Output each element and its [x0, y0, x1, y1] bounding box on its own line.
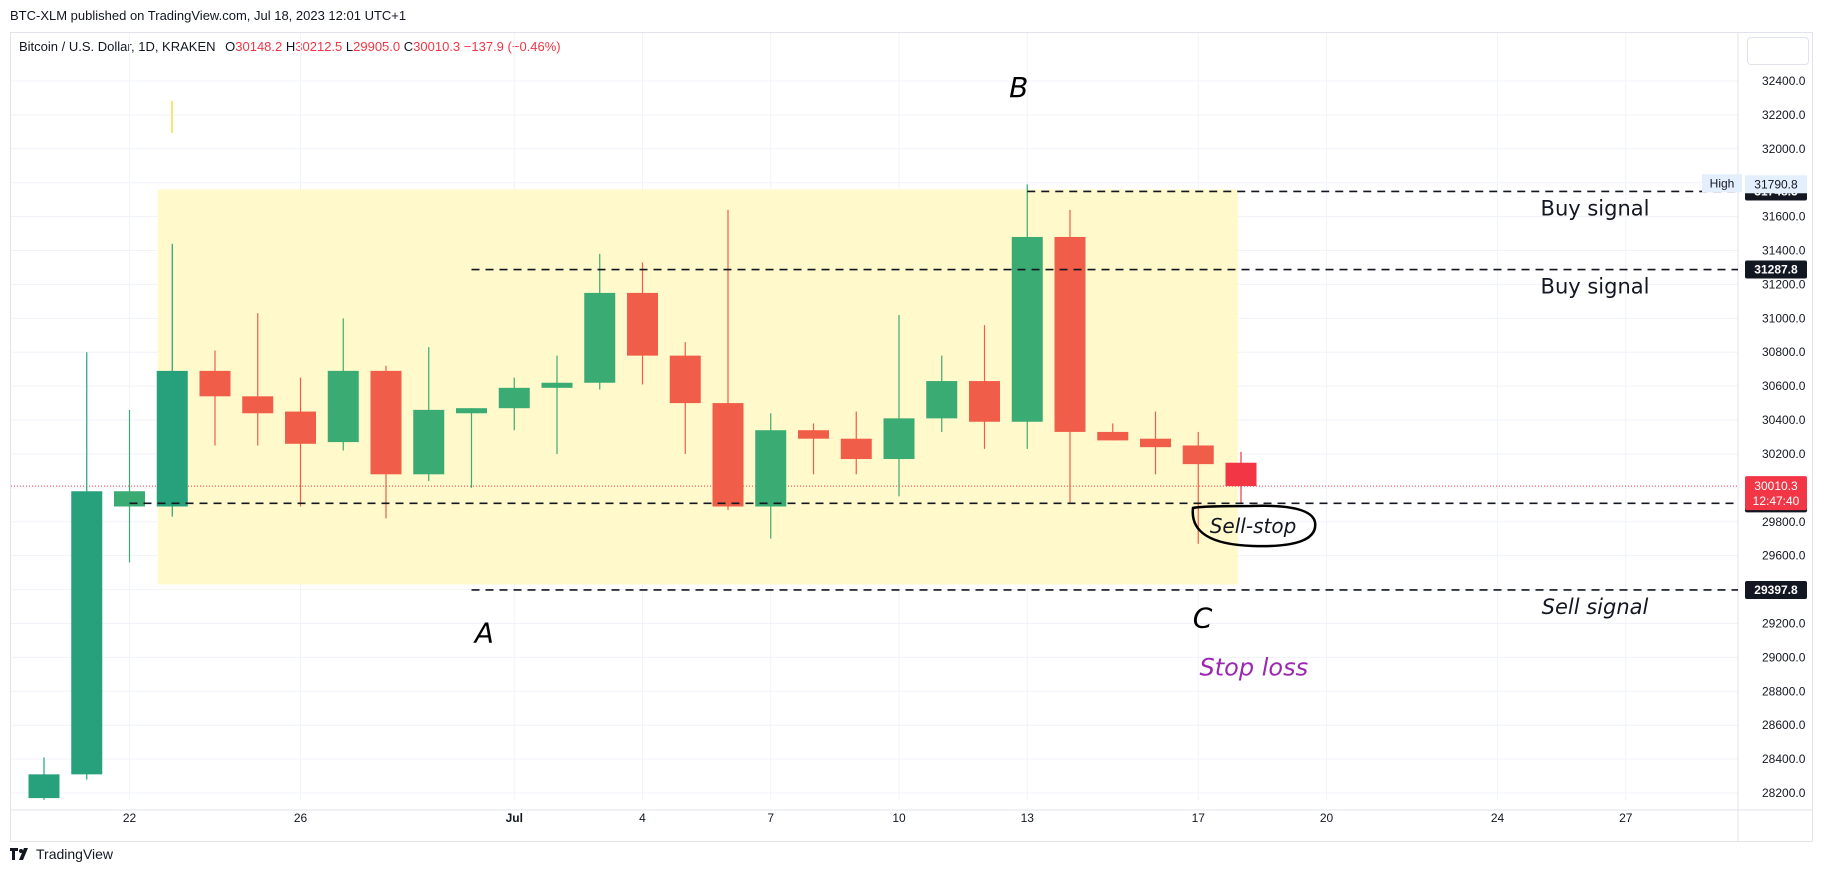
candle-body	[199, 370, 231, 397]
x-tick-label: 20	[1320, 811, 1334, 825]
annotation-label: C	[1193, 601, 1213, 634]
candle-body	[71, 491, 103, 775]
x-tick-label: 13	[1021, 811, 1035, 825]
y-tick-label: 29000.0	[1762, 650, 1806, 664]
candle-body	[456, 408, 487, 414]
last-price-tag	[1745, 476, 1807, 511]
signal-label: Buy signal	[1541, 196, 1650, 220]
annotation-label: A	[473, 617, 494, 650]
annotation-label: Sell-stop	[1210, 514, 1297, 538]
y-tick-label: 28600.0	[1762, 718, 1806, 732]
y-tick-label: 28400.0	[1762, 752, 1806, 766]
level-price-tag	[1745, 260, 1807, 279]
open-label: O	[225, 39, 236, 54]
candle-body	[1140, 438, 1171, 448]
close-value: 30010.3	[413, 39, 461, 54]
x-tick-label: 22	[123, 811, 137, 825]
level-price-tag	[1745, 580, 1807, 599]
y-tick-label: 29600.0	[1762, 549, 1806, 563]
candle-body	[1097, 431, 1129, 441]
high-value-label: 31790.8	[1754, 177, 1798, 191]
candlestick-chart[interactable]: 28200.0 28400.0 28600.0 28800.0 29000.0 29200…	[0, 0, 1824, 842]
candle-body	[627, 292, 658, 356]
last-price-value: 30010.3	[1754, 479, 1798, 493]
candle-body	[114, 491, 145, 507]
candle-body	[370, 370, 402, 475]
high-value: 30212.5	[295, 39, 343, 54]
y-tick-label: 30200.0	[1762, 447, 1806, 461]
symbol-name: Bitcoin / U.S. Dollar, 1D, KRAKEN	[19, 39, 216, 54]
candle-body	[1054, 236, 1086, 432]
high-value-bg	[1745, 175, 1807, 194]
y-tick-label: 28800.0	[1762, 684, 1806, 698]
publish-caption: BTC-XLM published on TradingView.com, Ju…	[10, 8, 407, 23]
candle-body	[285, 411, 316, 444]
y-tick-label: 31600.0	[1762, 210, 1806, 224]
tradingview-logo-icon	[10, 848, 28, 860]
candle-body	[156, 370, 188, 507]
candle-body	[755, 430, 787, 507]
signal-label: Buy signal	[1541, 275, 1650, 299]
high-tag-label: High	[1710, 176, 1735, 190]
y-tick-label: 32000.0	[1762, 142, 1806, 156]
y-tick-label: 29800.0	[1762, 515, 1806, 529]
y-tick-label: 32200.0	[1762, 108, 1806, 122]
low-value: 29905.0	[353, 39, 401, 54]
y-tick-label: 28200.0	[1762, 786, 1806, 800]
y-tick-label: 32400.0	[1762, 74, 1806, 88]
candle-body	[541, 382, 573, 388]
candle-body	[712, 403, 744, 507]
y-tick-label: 31200.0	[1762, 277, 1806, 291]
level-price-label: 29397.8	[1754, 583, 1798, 597]
candle-body	[1011, 236, 1043, 422]
open-value: 30148.2	[235, 39, 283, 54]
candle-body	[969, 381, 1000, 422]
y-tick-label: 31400.0	[1762, 244, 1806, 258]
candle-body	[840, 438, 872, 460]
candle-body	[883, 418, 915, 460]
countdown-value: 12:47:40	[1753, 494, 1800, 508]
zone-marker	[171, 101, 173, 133]
y-tick-label: 31000.0	[1762, 311, 1806, 325]
annotation-label: Stop loss	[1200, 654, 1309, 682]
chart-settings-button[interactable]	[1747, 37, 1809, 65]
x-tick-label: 17	[1192, 811, 1206, 825]
candle-body	[798, 430, 829, 439]
candles	[28, 184, 1257, 800]
x-tick-label: 4	[639, 811, 646, 825]
brand-label: TradingView	[36, 846, 114, 862]
level-price-label: 31287.8	[1754, 263, 1798, 277]
candle-body	[498, 387, 530, 409]
candle-body	[28, 774, 60, 799]
high-tag-bg	[1702, 174, 1742, 193]
chart-frame	[10, 32, 1813, 842]
candle-body	[926, 381, 958, 419]
y-tick-label: 30400.0	[1762, 413, 1806, 427]
candle-body	[584, 292, 616, 383]
sell-stop-circle	[1191, 504, 1317, 548]
candle-body	[413, 409, 445, 475]
x-tick-label: 7	[767, 811, 774, 825]
close-label: C	[403, 39, 414, 54]
signal-label: Sell signal	[1542, 595, 1649, 619]
high-label: H	[285, 39, 296, 54]
x-tick-label: 27	[1619, 811, 1633, 825]
y-tick-label: 29200.0	[1762, 616, 1806, 630]
x-tick-label: Jul	[506, 811, 523, 825]
annotation-label: B	[1009, 71, 1028, 104]
x-tick-label: 10	[892, 811, 906, 825]
tradingview-footer: TradingView	[10, 843, 113, 865]
candle-body	[1182, 445, 1214, 465]
x-tick-label: 24	[1491, 811, 1505, 825]
y-tick-label: 30800.0	[1762, 345, 1806, 359]
low-label: L	[345, 39, 354, 54]
change-value: −137.9 (−0.46%)	[463, 39, 561, 54]
candle-body	[1225, 462, 1257, 487]
symbol-legend: Bitcoin / U.S. Dollar, 1D, KRAKEN O30148…	[19, 39, 561, 54]
candle-body	[669, 355, 701, 404]
x-tick-label: 26	[294, 811, 308, 825]
candle-body	[327, 370, 359, 443]
candle-body	[242, 396, 274, 414]
y-tick-label: 30600.0	[1762, 379, 1806, 393]
